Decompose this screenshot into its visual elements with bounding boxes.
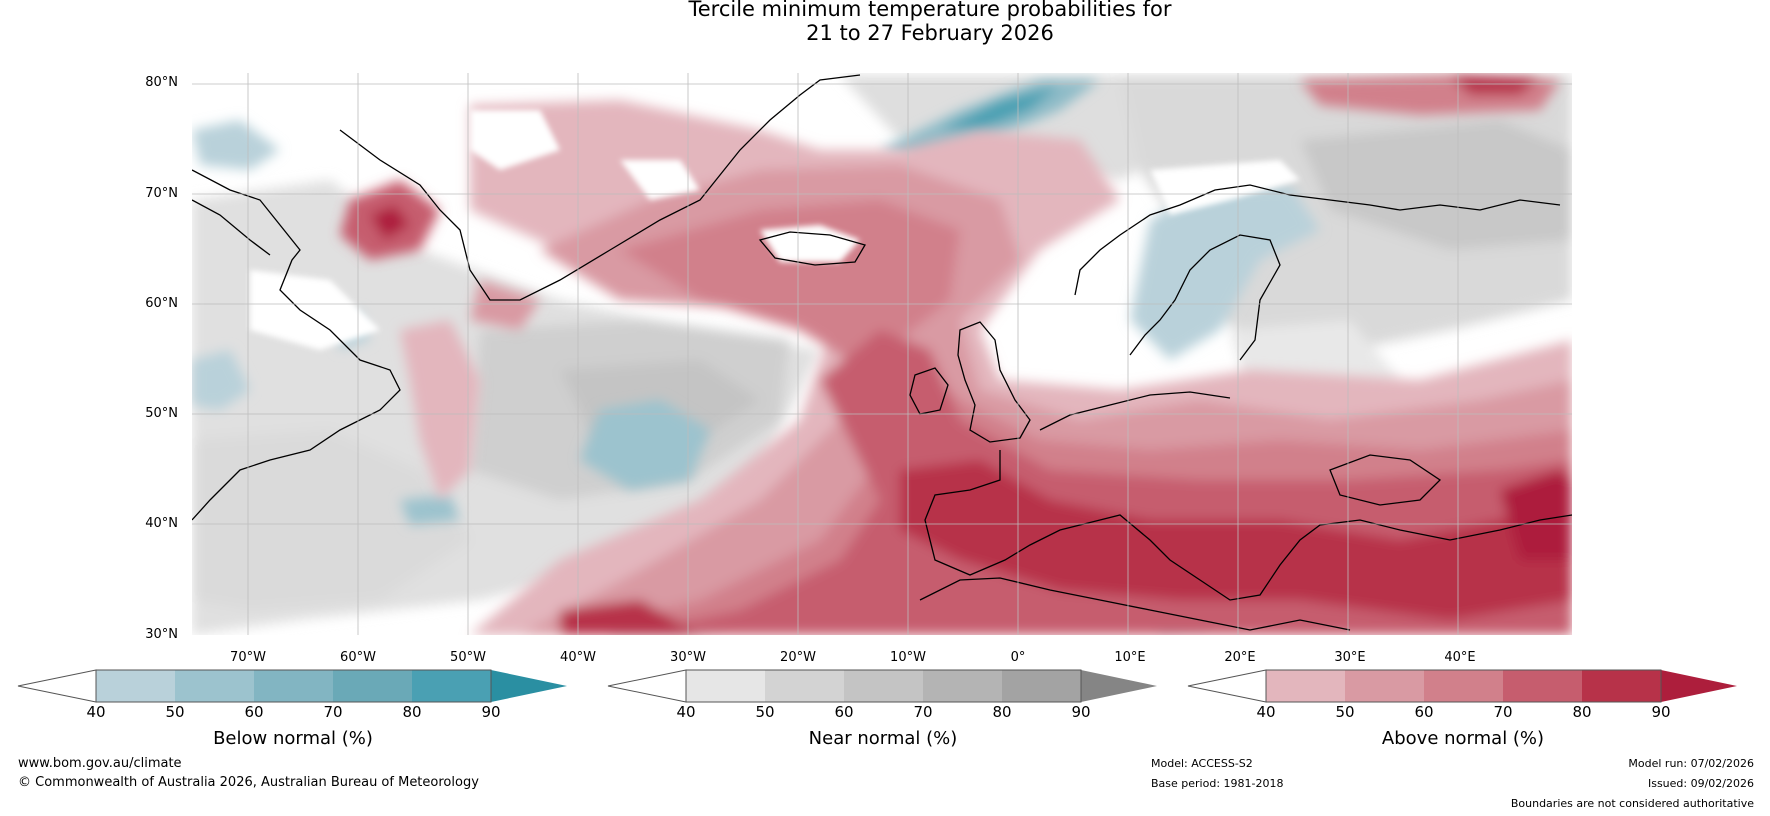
black-sea-coast xyxy=(1329,454,1442,506)
below-tick-40: 40 xyxy=(86,703,106,721)
lon-label-70w: 70°W xyxy=(230,650,266,665)
above-normal-label: Above normal (%) xyxy=(1381,728,1545,749)
lon-label-40e: 40°E xyxy=(1444,650,1476,665)
lat-label-60n: 60°N xyxy=(145,296,178,311)
below-tick-90: 90 xyxy=(481,703,501,721)
footer-model: Model: ACCESS-S2 xyxy=(1151,757,1253,770)
ireland-coast xyxy=(909,367,949,415)
footer-disclaimer: Boundaries are not considered authoritat… xyxy=(1510,797,1754,810)
scandinavia-coast xyxy=(1074,184,1561,361)
lon-label-10w: 10°W xyxy=(890,650,926,665)
near-tick-50: 50 xyxy=(755,703,775,721)
above-tick-90: 90 xyxy=(1651,703,1671,721)
coastlines xyxy=(192,74,1572,631)
above-tick-80: 80 xyxy=(1572,703,1592,721)
near-tick-80: 80 xyxy=(992,703,1012,721)
near-tick-40: 40 xyxy=(676,703,696,721)
lon-label-0: 0° xyxy=(1010,650,1026,665)
near-tick-90: 90 xyxy=(1071,703,1091,721)
lon-label-30e: 30°E xyxy=(1334,650,1366,665)
near-tick-70: 70 xyxy=(913,703,933,721)
iceland-coast xyxy=(758,231,866,266)
lat-label-80n: 80°N xyxy=(145,75,178,90)
above-tick-40: 40 xyxy=(1256,703,1276,721)
above-tick-60: 60 xyxy=(1414,703,1434,721)
colorbar-below xyxy=(17,669,567,703)
greenland-coast xyxy=(339,74,861,301)
near-normal-label: Near normal (%) xyxy=(808,728,958,749)
lat-label-30n: 30°N xyxy=(145,627,178,642)
africa-coast xyxy=(919,577,1351,631)
footer-base-period: Base period: 1981-2018 xyxy=(1151,777,1284,790)
below-normal-label: Below normal (%) xyxy=(213,728,373,749)
below-tick-70: 70 xyxy=(323,703,343,721)
below-tick-50: 50 xyxy=(165,703,185,721)
lon-label-10e: 10°E xyxy=(1114,650,1146,665)
lon-label-20w: 20°W xyxy=(780,650,816,665)
map-field xyxy=(192,73,1572,635)
lon-label-20e: 20°E xyxy=(1224,650,1256,665)
graticule xyxy=(192,73,1572,635)
lon-label-40w: 40°W xyxy=(560,650,596,665)
footer-copyright: © Commonwealth of Australia 2026, Austra… xyxy=(18,775,479,790)
lat-label-70n: 70°N xyxy=(145,186,178,201)
lat-label-40n: 40°N xyxy=(145,516,178,531)
map-title-line2: 21 to 27 February 2026 xyxy=(806,21,1054,45)
lon-label-30w: 30°W xyxy=(670,650,706,665)
footer-url[interactable]: www.bom.gov.au/climate xyxy=(18,756,182,771)
above-tick-50: 50 xyxy=(1335,703,1355,721)
colorbar-near xyxy=(607,669,1157,703)
neutral-patches xyxy=(250,110,1300,350)
lon-label-50w: 50°W xyxy=(450,650,486,665)
europe-coast xyxy=(924,391,1572,601)
below-tick-80: 80 xyxy=(402,703,422,721)
lon-label-60w: 60°W xyxy=(340,650,376,665)
colorbar-above xyxy=(1187,669,1737,703)
lat-label-50n: 50°N xyxy=(145,406,178,421)
near-tick-60: 60 xyxy=(834,703,854,721)
above-tick-70: 70 xyxy=(1493,703,1513,721)
below-tick-60: 60 xyxy=(244,703,264,721)
canada-coast xyxy=(192,169,401,521)
canada-north-coast xyxy=(192,199,271,256)
footer-model-run: Model run: 07/02/2026 xyxy=(1628,757,1754,770)
footer-issued: Issued: 09/02/2026 xyxy=(1647,777,1754,790)
map-title-line1: Tercile minimum temperature probabilitie… xyxy=(688,0,1172,21)
britain-coast xyxy=(957,321,1031,443)
